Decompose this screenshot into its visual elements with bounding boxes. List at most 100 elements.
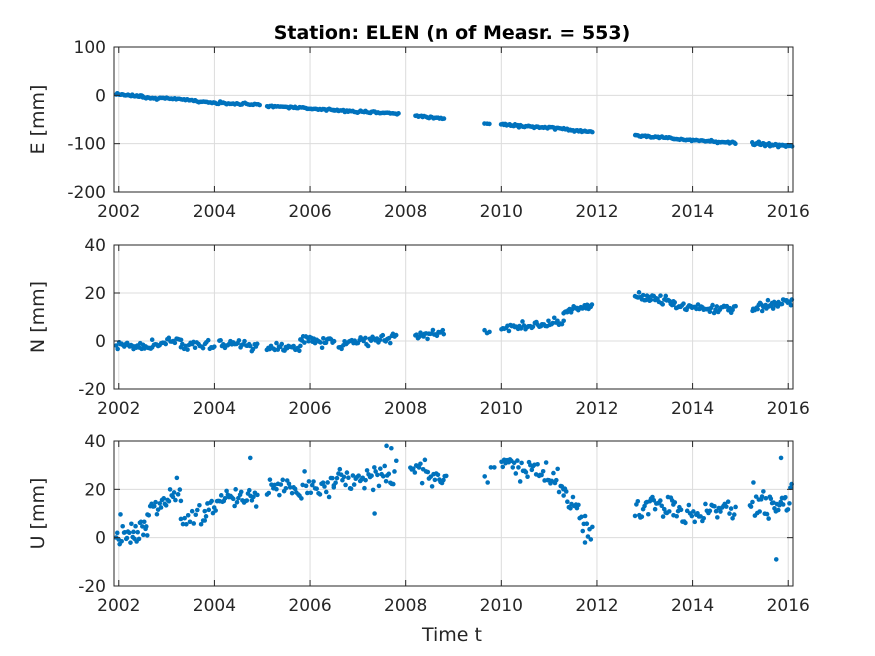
data-point — [506, 328, 512, 334]
data-point — [283, 485, 289, 491]
data-point — [287, 485, 293, 490]
data-point — [392, 469, 397, 474]
data-point — [373, 469, 378, 474]
data-point — [363, 335, 368, 341]
x-tick-label: 2010 — [480, 399, 523, 419]
data-point — [325, 480, 330, 485]
x-tick-label: 2012 — [575, 202, 618, 222]
data-point — [727, 511, 732, 516]
data-point — [279, 341, 285, 347]
data-point — [192, 345, 198, 351]
y-tick-label: 0 — [95, 86, 106, 106]
y-tick-label: -20 — [78, 380, 106, 400]
data-point — [236, 338, 242, 343]
panel-north-axes-box — [113, 244, 794, 390]
data-point — [277, 492, 282, 498]
data-point — [171, 490, 177, 495]
data-point — [763, 495, 769, 501]
data-point — [518, 326, 524, 331]
data-point — [391, 481, 396, 487]
data-point — [516, 465, 521, 470]
data-point — [187, 519, 193, 525]
data-point — [789, 144, 795, 149]
x-tick-label: 2012 — [575, 399, 618, 419]
data-point — [582, 540, 588, 545]
data-point — [539, 472, 544, 478]
data-point — [144, 533, 150, 538]
x-tick-label: 2010 — [480, 202, 523, 222]
panel-up-axes-box — [113, 440, 794, 587]
data-point — [658, 498, 663, 503]
data-point — [180, 521, 186, 527]
data-point — [779, 301, 785, 307]
y-tick-label: 40 — [84, 432, 106, 452]
data-point — [213, 508, 218, 513]
data-point — [144, 524, 149, 529]
data-point — [182, 515, 187, 521]
data-point — [166, 498, 172, 504]
data-point — [140, 524, 145, 529]
data-point — [386, 471, 392, 477]
panel-east-points — [113, 90, 795, 150]
data-point — [710, 302, 715, 308]
data-point — [205, 337, 211, 343]
data-point — [383, 478, 389, 484]
data-point — [378, 466, 383, 471]
data-point — [257, 102, 262, 108]
data-point — [556, 489, 562, 495]
data-point — [339, 346, 344, 352]
data-point — [660, 302, 665, 307]
data-point — [440, 327, 446, 333]
data-point — [200, 345, 206, 351]
data-point — [141, 532, 146, 538]
data-point — [510, 465, 516, 470]
data-point — [681, 301, 686, 306]
data-point — [663, 293, 669, 299]
data-point — [128, 540, 133, 545]
panel-north-ticks: 2002 2004 2006 2008 2010 2012 2014 2016 -20 0 20 40 — [78, 236, 810, 419]
y-tick-label: 0 — [95, 332, 106, 352]
data-point — [640, 292, 646, 298]
data-point — [114, 530, 120, 536]
data-point — [189, 508, 195, 514]
data-point — [380, 332, 386, 338]
data-point — [580, 528, 586, 534]
data-point — [430, 327, 436, 333]
data-point — [206, 507, 212, 513]
data-point — [372, 511, 377, 516]
data-point — [387, 340, 393, 346]
y-tick-label: 40 — [84, 236, 106, 256]
data-point — [674, 513, 679, 519]
panel-north-ylabel: N [mm] — [27, 281, 49, 353]
panel-north-points — [113, 290, 795, 354]
data-point — [755, 306, 760, 312]
data-point — [138, 519, 144, 525]
data-point — [319, 345, 325, 351]
data-point — [434, 333, 440, 339]
data-point — [224, 488, 229, 494]
data-point — [302, 340, 307, 345]
data-point — [555, 466, 560, 472]
data-point — [291, 343, 296, 349]
data-point — [766, 516, 771, 521]
data-point — [195, 507, 200, 513]
data-point — [563, 489, 569, 494]
data-point — [202, 518, 208, 523]
data-point — [198, 521, 204, 527]
data-point — [292, 486, 298, 492]
x-tick-label: 2004 — [193, 596, 236, 616]
data-point — [135, 529, 140, 535]
data-point — [286, 481, 292, 487]
data-point — [175, 492, 181, 497]
data-point — [369, 473, 374, 479]
data-point — [568, 506, 573, 511]
data-point — [713, 508, 719, 514]
data-point — [588, 537, 594, 542]
data-point — [351, 482, 357, 487]
data-point — [173, 497, 178, 503]
data-point — [152, 503, 157, 509]
data-point — [306, 479, 312, 484]
data-point — [382, 463, 388, 469]
data-point — [689, 513, 695, 519]
